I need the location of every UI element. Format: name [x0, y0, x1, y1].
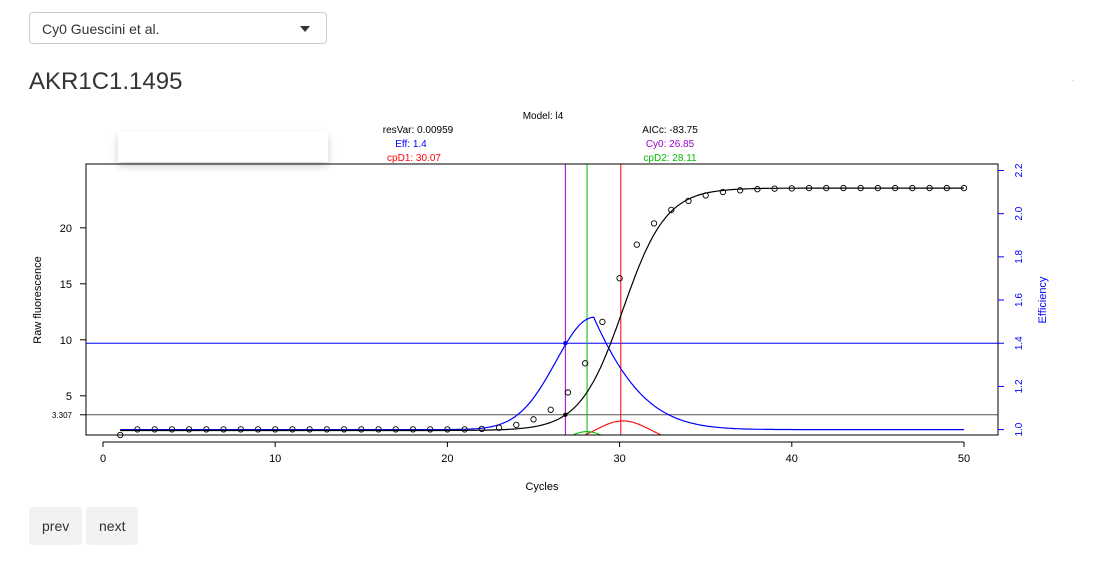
- data-point: [805, 184, 813, 192]
- method-select-value: Cy0 Guescini et al.: [42, 21, 160, 37]
- data-point: [151, 426, 158, 433]
- y2-axis-label: Efficiency: [1037, 276, 1049, 323]
- data-point: [633, 241, 640, 248]
- x-axis-label: Cycles: [525, 481, 559, 493]
- data-point: [754, 186, 761, 193]
- cy0-marker: [563, 412, 568, 417]
- data-point: [461, 426, 468, 433]
- decorative-dot: [1072, 80, 1074, 81]
- threshold-tick-label: 3.307: [52, 411, 73, 420]
- data-point: [340, 426, 348, 433]
- y-tick-label: 20: [60, 223, 72, 235]
- chart-title: Model: l4: [523, 111, 564, 122]
- data-point: [237, 426, 244, 433]
- data-point: [650, 220, 658, 227]
- data-point: [444, 426, 451, 433]
- x-tick-label: 30: [613, 453, 625, 465]
- data-point: [427, 426, 434, 433]
- qpcr-chart: 0 10 20 30 40 50 5 10 15 20 3.307 1.0 1.2 1.4 1.6 1.8 2.…: [32, 111, 1049, 493]
- data-point: [358, 426, 365, 433]
- data-point: [254, 426, 262, 433]
- data-point: [823, 184, 830, 192]
- data-point: [891, 184, 899, 192]
- x-tick-label: 20: [441, 453, 453, 465]
- data-point: [840, 184, 847, 192]
- data-point: [375, 426, 382, 433]
- cy0-label: Cy0: 26.85: [646, 139, 695, 150]
- curves-layer: [120, 187, 964, 435]
- cpd2-label: cpD2: 28.11: [643, 153, 697, 164]
- y2-tick-label: 1.8: [1014, 249, 1025, 263]
- data-point: [685, 197, 692, 205]
- points-layer: [117, 184, 968, 439]
- data-point: [771, 185, 778, 192]
- y2-tick-label: 1.0: [1014, 422, 1025, 436]
- x-tick-label: 0: [100, 453, 106, 465]
- data-point: [719, 188, 727, 196]
- data-point: [185, 426, 193, 433]
- data-point: [134, 426, 141, 433]
- data-point: [702, 192, 709, 199]
- data-point: [616, 275, 623, 282]
- next-button[interactable]: next: [86, 507, 139, 545]
- y-tick-label: 15: [60, 279, 72, 291]
- data-point: [599, 318, 606, 326]
- data-point: [874, 184, 882, 192]
- page-title: AKR1C1.1495: [29, 68, 183, 95]
- cpd1-label: cpD1: 30.07: [387, 153, 441, 164]
- efficiency-curve: [120, 316, 964, 431]
- data-point: [272, 426, 279, 433]
- data-point: [392, 426, 399, 433]
- y2-tick-label: 2.2: [1014, 163, 1025, 177]
- data-point: [203, 426, 210, 433]
- efficiency-marker: [563, 341, 568, 346]
- data-point: [909, 184, 916, 192]
- fit-curve: [120, 187, 964, 432]
- chevron-down-icon[interactable]: [300, 26, 310, 32]
- data-point: [960, 184, 968, 192]
- data-point: [513, 421, 520, 429]
- plot-frame: [85, 163, 999, 436]
- y2-tick-label: 1.4: [1014, 336, 1025, 350]
- data-point: [736, 187, 744, 194]
- axes-layer: 0 10 20 30 40 50 5 10 15 20 3.307 1.0 1.2 1.4 1.6 1.8 2.…: [52, 163, 1025, 465]
- data-point: [220, 426, 227, 433]
- method-select[interactable]: Cy0 Guescini et al.: [29, 12, 327, 44]
- y-axis-label: Raw fluorescence: [32, 256, 44, 343]
- dropdown-overlay: [118, 132, 328, 162]
- data-point: [788, 185, 795, 192]
- y-tick-label: 5: [66, 391, 72, 403]
- data-point: [668, 206, 675, 214]
- lines-layer: [86, 164, 998, 435]
- data-point: [582, 360, 589, 367]
- resvar-label: resVar: 0.00959: [383, 125, 454, 136]
- data-point: [857, 184, 864, 192]
- data-point: [943, 184, 950, 192]
- data-point: [564, 389, 572, 396]
- data-point: [323, 426, 331, 433]
- data-point: [306, 426, 313, 433]
- data-point: [495, 424, 503, 431]
- x-tick-label: 10: [269, 453, 281, 465]
- y2-tick-label: 1.2: [1014, 379, 1025, 393]
- data-point: [289, 426, 296, 433]
- x-tick-label: 50: [958, 453, 970, 465]
- data-point: [478, 425, 485, 432]
- prev-button[interactable]: prev: [29, 507, 83, 545]
- data-point: [530, 416, 537, 423]
- data-point: [926, 184, 933, 192]
- y-tick-label: 10: [60, 335, 72, 347]
- data-point: [409, 426, 417, 433]
- y2-tick-label: 2.0: [1014, 206, 1025, 220]
- eff-label: Eff: 1.4: [395, 139, 427, 150]
- data-point: [168, 426, 176, 433]
- aicc-label: AICc: -83.75: [642, 125, 698, 136]
- x-tick-label: 40: [786, 453, 798, 465]
- second-derivative-curve: [571, 431, 603, 435]
- y2-tick-label: 1.6: [1014, 293, 1025, 307]
- data-point: [547, 406, 554, 413]
